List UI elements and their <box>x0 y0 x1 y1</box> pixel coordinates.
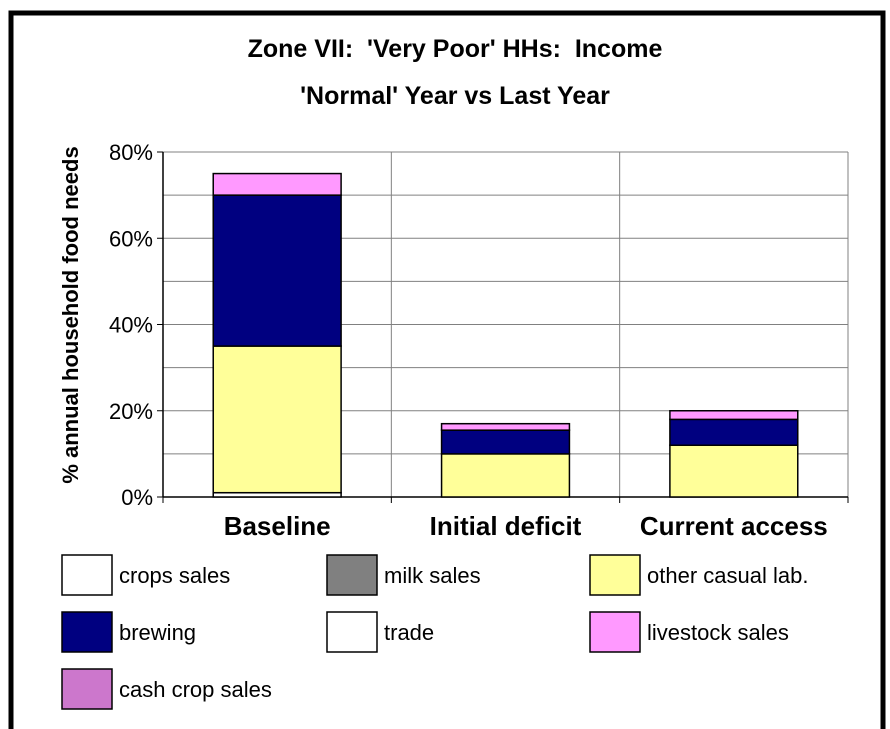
bar-segment <box>669 410 799 421</box>
legend-label: livestock sales <box>647 620 789 645</box>
legend-swatch <box>61 554 113 596</box>
legend-label: cash crop sales <box>119 677 272 702</box>
bar-segment <box>212 172 342 196</box>
legend-label: milk sales <box>384 563 481 588</box>
bar-segment <box>669 418 799 446</box>
legend-swatch <box>61 611 113 653</box>
chart-title: Zone VII: 'Very Poor' HHs: Income <box>248 35 663 63</box>
y-tick-label: 0% <box>121 485 153 510</box>
x-tick-label: Current access <box>640 511 828 541</box>
frame <box>8 10 886 729</box>
y-tick-label: 60% <box>109 226 153 251</box>
bar-segment <box>440 422 571 431</box>
legend-label: trade <box>384 620 434 645</box>
chart-title: 'Normal' Year vs Last Year <box>300 82 610 110</box>
bar-segment <box>440 453 571 498</box>
y-tick-label: 20% <box>109 399 153 424</box>
bar-segment <box>440 429 571 455</box>
legend-swatch <box>326 611 378 653</box>
y-tick-label: 80% <box>109 140 153 165</box>
legend-swatch <box>589 554 641 596</box>
legend-label: crops sales <box>119 563 230 588</box>
legend-swatch <box>61 668 113 710</box>
legend-label: brewing <box>119 620 196 645</box>
bar-segment <box>212 194 342 347</box>
y-tick-label: 40% <box>109 313 153 338</box>
bar-segment <box>669 444 799 498</box>
x-tick-label: Baseline <box>224 511 331 541</box>
bar-segment <box>212 345 342 494</box>
legend-swatch <box>589 611 641 653</box>
x-tick-label: Initial deficit <box>430 511 582 541</box>
legend-swatch <box>326 554 378 596</box>
legend-label: other casual lab. <box>647 563 808 588</box>
y-axis-label: % annual household food needs <box>58 146 83 483</box>
